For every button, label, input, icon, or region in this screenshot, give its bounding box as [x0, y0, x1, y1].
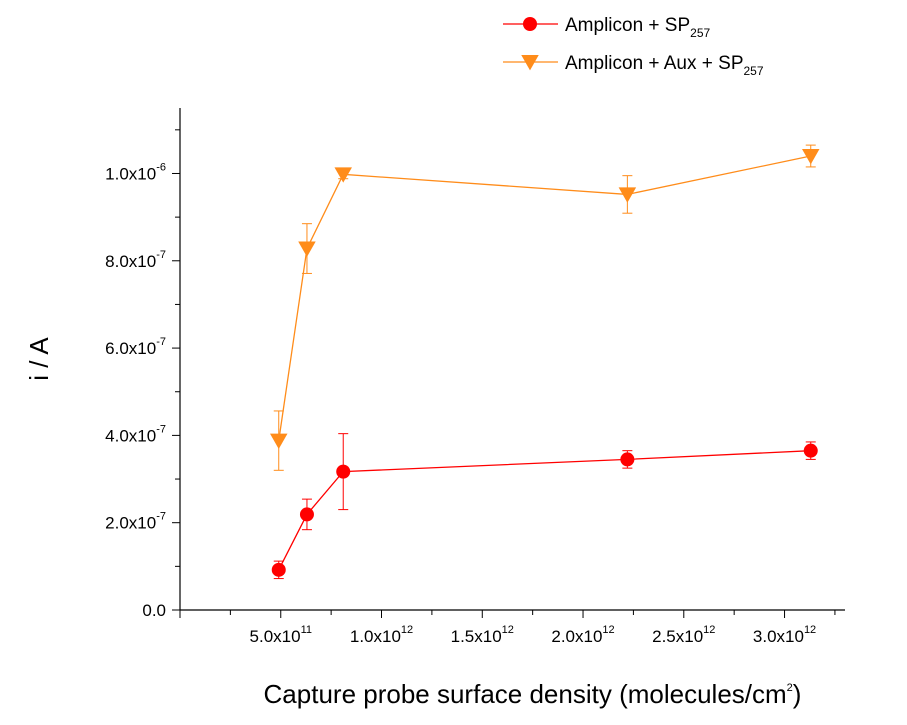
- y-tick-mantissa: 1.0x10: [105, 164, 156, 183]
- legend-item-2: Amplicon + Aux + SP257: [503, 53, 764, 78]
- x-ticks: 5.0x1011 1.0x1012 1.5x1012 2.0x1012 2.5x1012…: [179, 610, 836, 646]
- x-tick-exponent: 12: [502, 624, 514, 636]
- data-point-marker: [620, 452, 635, 467]
- x-tick-exponent: 12: [703, 624, 715, 636]
- x-tick-exponent: 12: [401, 624, 413, 636]
- y-tick-exponent: -7: [156, 511, 166, 523]
- series-2: [269, 144, 820, 471]
- data-point-marker: [523, 17, 537, 31]
- legend-label-subscript: 257: [690, 26, 710, 40]
- y-tick-exponent: -7: [156, 249, 166, 261]
- y-tick-label: 6.0x10-7: [105, 336, 166, 358]
- x-tick-exponent: 11: [301, 624, 312, 636]
- legend-label-name: Amplicon + SP: [565, 15, 690, 36]
- data-point-marker: [521, 55, 539, 71]
- y-tick-label: 8.0x10-7: [105, 249, 166, 271]
- axes: [179, 108, 845, 611]
- x-tick-label: 5.0x1011: [250, 624, 312, 646]
- legend-label-name: Amplicon + Aux + SP: [565, 53, 744, 74]
- y-tick-mantissa: 8.0x10: [105, 252, 156, 271]
- y-tick-mantissa: 0.0: [142, 601, 166, 620]
- x-tick-mantissa: 3.0x10: [753, 627, 804, 646]
- x-tick-label: 2.0x1012: [551, 624, 614, 646]
- y-tick-exponent: -7: [156, 336, 166, 348]
- legend-label-subscript: 257: [744, 64, 764, 78]
- y-ticks: 0.02.0x10-74.0x10-76.0x10-78.0x10-71.0x1…: [105, 129, 180, 620]
- x-tick-mantissa: 1.0x10: [350, 627, 401, 646]
- x-tick-mantissa: 2.5x10: [652, 627, 703, 646]
- legend-label: Amplicon + Aux + SP257: [565, 53, 764, 78]
- legend-item-1: Amplicon + SP257: [503, 15, 711, 40]
- data-point-marker: [336, 464, 351, 479]
- x-tick-label: 3.0x1012: [753, 624, 816, 646]
- data-point-marker: [298, 241, 316, 257]
- series-1: [271, 433, 818, 580]
- data-point-marker: [801, 149, 820, 165]
- x-tick-mantissa: 1.5x10: [451, 627, 502, 646]
- y-tick-mantissa: 2.0x10: [105, 514, 156, 533]
- x-tick-label: 2.5x1012: [652, 624, 715, 646]
- y-tick-exponent: -7: [156, 423, 166, 435]
- series-line: [278, 450, 811, 571]
- data-point-marker: [618, 187, 637, 203]
- y-tick-label: 1.0x10-6: [105, 161, 166, 183]
- y-axis-title: i / A: [24, 337, 54, 381]
- x-tick-mantissa: 2.0x10: [551, 627, 602, 646]
- y-tick-mantissa: 4.0x10: [105, 426, 156, 445]
- data-point-marker: [334, 167, 352, 183]
- data-point-marker: [269, 433, 288, 449]
- data-point-marker: [271, 562, 286, 577]
- x-tick-exponent: 12: [804, 624, 816, 636]
- series-line: [278, 155, 811, 441]
- x-tick-mantissa: 5.0x10: [250, 627, 301, 646]
- y-tick-mantissa: 6.0x10: [105, 339, 156, 358]
- x-axis-title: Capture probe surface density (molecules…: [264, 679, 802, 709]
- x-tick-exponent: 12: [602, 624, 614, 636]
- data-point-marker: [299, 507, 314, 522]
- legend-label: Amplicon + SP257: [565, 15, 711, 40]
- y-tick-exponent: -6: [156, 161, 166, 173]
- x-tick-label: 1.5x1012: [451, 624, 514, 646]
- y-tick-label: 0.0: [142, 601, 166, 620]
- series-layer: [269, 144, 820, 580]
- y-tick-label: 2.0x10-7: [105, 511, 166, 533]
- x-tick-label: 1.0x1012: [350, 624, 413, 646]
- y-tick-label: 4.0x10-7: [105, 423, 166, 445]
- data-point-marker: [803, 443, 818, 458]
